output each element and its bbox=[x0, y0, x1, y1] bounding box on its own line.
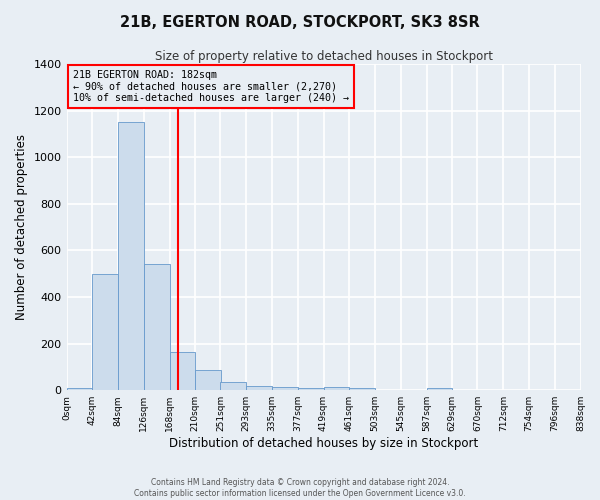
Bar bbox=[220, 382, 246, 390]
Bar bbox=[170, 352, 196, 390]
Y-axis label: Number of detached properties: Number of detached properties bbox=[15, 134, 28, 320]
Text: Contains HM Land Registry data © Crown copyright and database right 2024.
Contai: Contains HM Land Registry data © Crown c… bbox=[134, 478, 466, 498]
Bar bbox=[349, 388, 375, 390]
Bar bbox=[196, 370, 221, 390]
Bar bbox=[67, 388, 92, 390]
Bar bbox=[118, 122, 144, 390]
Title: Size of property relative to detached houses in Stockport: Size of property relative to detached ho… bbox=[155, 50, 493, 63]
Text: 21B EGERTON ROAD: 182sqm
← 90% of detached houses are smaller (2,270)
10% of sem: 21B EGERTON ROAD: 182sqm ← 90% of detach… bbox=[73, 70, 349, 103]
X-axis label: Distribution of detached houses by size in Stockport: Distribution of detached houses by size … bbox=[169, 437, 478, 450]
Bar bbox=[92, 274, 118, 390]
Bar bbox=[246, 386, 272, 390]
Bar bbox=[272, 386, 298, 390]
Bar bbox=[298, 388, 323, 390]
Text: 21B, EGERTON ROAD, STOCKPORT, SK3 8SR: 21B, EGERTON ROAD, STOCKPORT, SK3 8SR bbox=[120, 15, 480, 30]
Bar bbox=[323, 388, 349, 390]
Bar bbox=[144, 264, 170, 390]
Bar bbox=[427, 388, 452, 390]
